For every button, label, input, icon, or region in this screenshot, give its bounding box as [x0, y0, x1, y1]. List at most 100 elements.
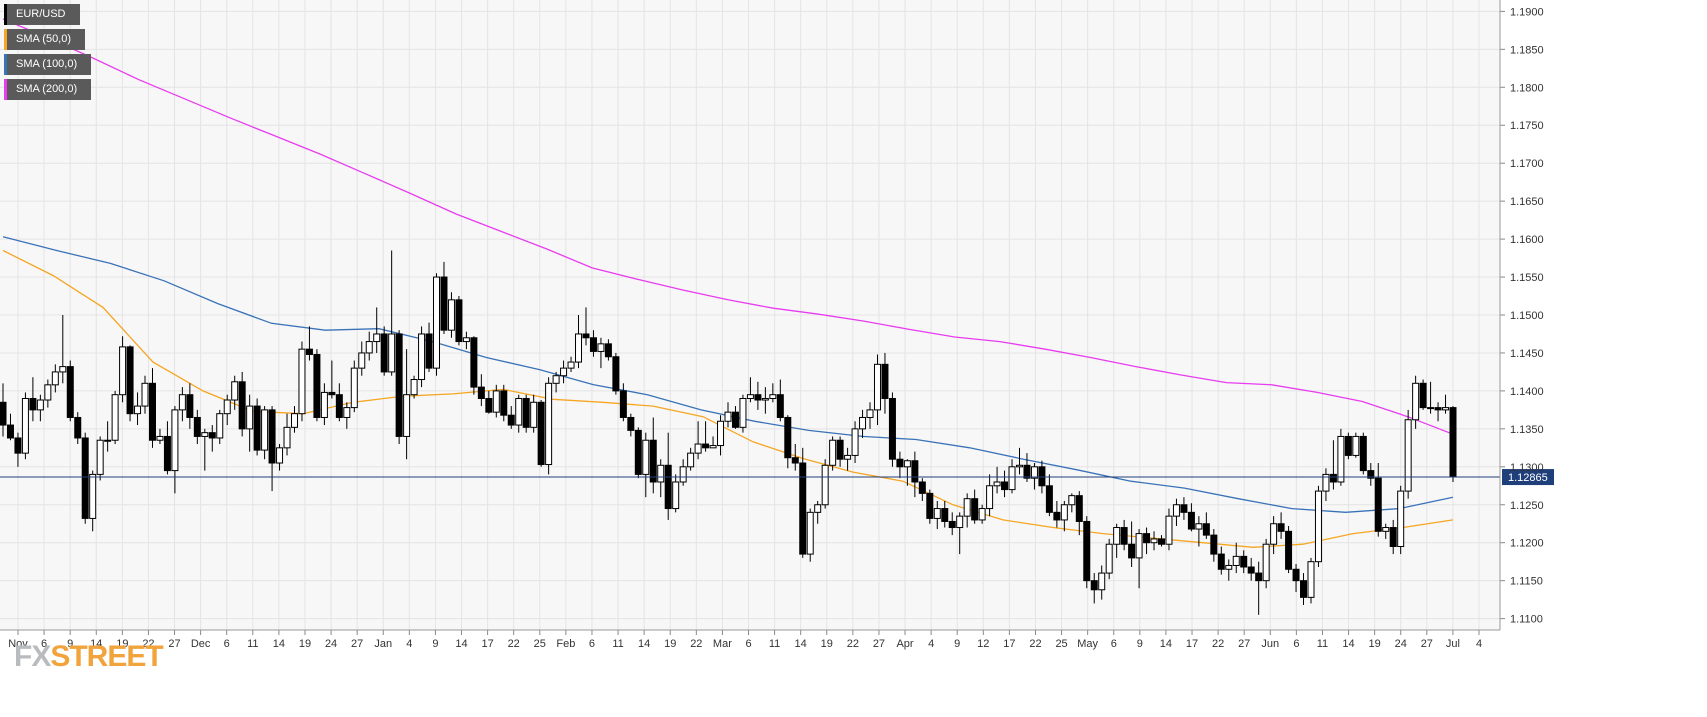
candle — [1180, 497, 1188, 520]
candle — [933, 500, 941, 530]
candle — [1045, 474, 1053, 517]
candle-body — [44, 384, 52, 401]
candle — [148, 368, 156, 448]
candle — [36, 394, 44, 422]
candle-body — [126, 346, 134, 415]
candle-body — [440, 276, 448, 331]
candle-body — [986, 485, 994, 510]
candle-body — [507, 414, 515, 426]
candle-body — [881, 363, 889, 399]
legend-item-eurusd[interactable]: EUR/USD — [4, 4, 91, 25]
candle-body — [1143, 533, 1151, 544]
candle-body — [754, 394, 762, 401]
legend-item-sma50[interactable]: SMA (50,0) — [4, 29, 91, 50]
x-tick-label: 6 — [1293, 638, 1299, 650]
candle — [948, 512, 956, 536]
candle-body — [343, 407, 351, 418]
candle-body — [784, 416, 792, 459]
y-tick-label: 1.1250 — [1510, 500, 1544, 512]
candle-body — [238, 381, 246, 430]
candle — [1075, 491, 1083, 536]
candle — [1202, 512, 1210, 539]
candle — [1113, 523, 1121, 558]
candle — [1307, 557, 1315, 604]
candle-body — [208, 432, 216, 439]
candle-body — [560, 367, 568, 377]
candle — [1098, 565, 1106, 600]
candle — [634, 427, 642, 479]
x-tick-label: 27 — [1238, 638, 1250, 650]
candle — [829, 436, 837, 471]
candle — [918, 478, 926, 501]
candle — [1292, 563, 1300, 593]
x-tick-label: 19 — [116, 638, 128, 650]
x-tick-label: 6 — [745, 638, 751, 650]
x-tick-label: 9 — [954, 638, 960, 650]
candle — [253, 398, 261, 456]
candle — [866, 402, 874, 429]
candle-body — [455, 299, 463, 343]
candle-body — [776, 394, 784, 418]
candle — [1165, 508, 1173, 551]
candle-body — [918, 481, 926, 494]
candle-body — [971, 498, 979, 521]
candle — [111, 390, 119, 445]
legend-item-sma200[interactable]: SMA (200,0) — [4, 79, 92, 100]
candle — [343, 402, 351, 429]
candle-body — [1008, 466, 1016, 491]
last-price-label: 1.12865 — [1508, 472, 1548, 484]
candle — [470, 336, 478, 395]
candle — [1158, 535, 1166, 547]
candle — [560, 360, 568, 384]
candle-body — [1322, 473, 1330, 492]
candle — [1143, 527, 1151, 555]
candle-body — [6, 424, 14, 439]
y-tick-label: 1.1850 — [1510, 44, 1544, 56]
candle — [1105, 538, 1113, 580]
candle-body — [694, 443, 702, 454]
x-tick-label: 9 — [432, 638, 438, 650]
y-tick-label: 1.1450 — [1510, 348, 1544, 360]
candle-body — [403, 394, 411, 437]
candle-body — [537, 401, 545, 466]
candle-body — [1053, 511, 1061, 521]
candle — [761, 387, 769, 414]
candle-body — [522, 397, 530, 428]
candle — [350, 360, 358, 413]
candle — [208, 425, 216, 452]
candle-body — [903, 460, 911, 468]
candle — [799, 447, 807, 558]
candle-body — [111, 394, 119, 441]
candle — [433, 273, 441, 376]
x-tick-label: 27 — [168, 638, 180, 650]
candle-body — [1225, 564, 1233, 570]
candle — [223, 394, 231, 426]
x-tick-label: 14 — [1342, 638, 1354, 650]
x-tick-label: 17 — [1003, 638, 1015, 650]
x-tick-label: 19 — [299, 638, 311, 650]
candle-body — [163, 435, 171, 472]
candle — [769, 383, 777, 403]
legend-item-sma100[interactable]: SMA (100,0) — [4, 54, 92, 75]
candle — [1001, 470, 1009, 498]
x-tick-label: 14 — [90, 638, 102, 650]
candle — [1060, 500, 1068, 532]
candle-body — [806, 511, 814, 555]
candle-body — [1195, 523, 1203, 530]
y-tick-label: 1.1700 — [1510, 158, 1544, 170]
candle-body — [365, 341, 373, 354]
candle-body — [530, 401, 538, 428]
candle-body — [582, 333, 590, 339]
candle — [881, 352, 889, 414]
candle — [791, 444, 799, 471]
y-tick-label: 1.1750 — [1510, 120, 1544, 132]
x-tick-label: Dec — [191, 638, 211, 650]
candle-body — [1165, 515, 1173, 545]
candle-body — [223, 399, 231, 415]
candle-body — [171, 409, 179, 472]
candle-body — [290, 413, 298, 428]
candle — [1128, 521, 1136, 567]
legend-swatch — [4, 29, 7, 50]
candle — [1135, 529, 1143, 589]
candle-body — [1217, 553, 1225, 570]
